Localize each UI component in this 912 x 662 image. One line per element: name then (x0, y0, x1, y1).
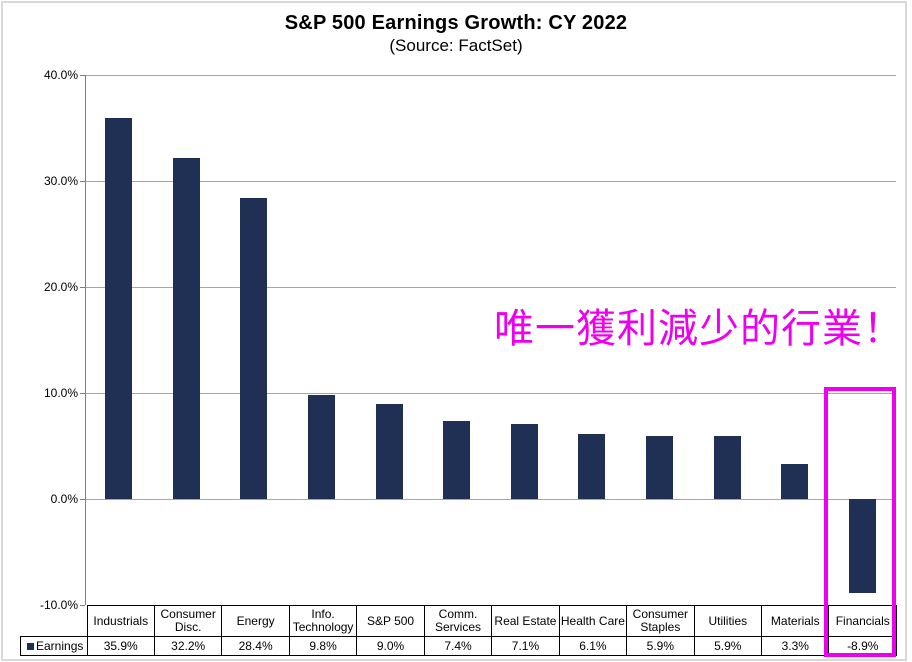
bar-comm-services (443, 421, 470, 499)
gridline-10 (85, 393, 896, 394)
bar-info-technology (308, 395, 335, 499)
legend-label: Earnings (36, 639, 84, 653)
y-axis-tick-label: 20.0% (43, 280, 78, 294)
y-axis-tick (80, 393, 85, 394)
value-cell: 7.4% (423, 636, 493, 656)
category-header: Consumer Staples (626, 605, 695, 637)
category-header: Consumer Disc. (153, 605, 223, 637)
category-header: Health Care (558, 605, 628, 637)
chart-subtitle: (Source: FactSet) (389, 36, 523, 55)
value-cell: 9.8% (288, 636, 358, 656)
category-header: Comm. Services (423, 605, 493, 637)
annotation-text: 唯一獲利減少的行業！ (494, 307, 904, 351)
value-cell: 3.3% (761, 636, 830, 656)
chart-title: S&P 500 Earnings Growth: CY 2022 (284, 12, 628, 34)
category-header: Utilities (693, 605, 763, 637)
y-axis-tick (80, 181, 85, 182)
value-cell: 7.1% (491, 636, 560, 656)
value-cell: 32.2% (153, 636, 223, 656)
y-axis-line (85, 75, 86, 605)
gridline-20 (85, 287, 896, 288)
category-header: S&P 500 (356, 605, 425, 637)
data-table: Industrials Consumer Disc. Energy Info. Tec… (20, 605, 897, 656)
gridline-30 (85, 181, 896, 182)
legend-square-icon (27, 643, 34, 650)
value-cell: 9.0% (356, 636, 425, 656)
category-header: Info. Technology (288, 605, 358, 637)
y-axis-tick (80, 605, 85, 606)
value-cell: 6.1% (558, 636, 628, 656)
y-axis-tick (80, 499, 85, 500)
bar-health-care (578, 434, 605, 499)
bar-real-estate (511, 424, 538, 499)
y-axis-tick (80, 287, 85, 288)
y-axis-tick-label: 0.0% (50, 492, 78, 506)
category-header: Real Estate (491, 605, 560, 637)
table-corner-empty (21, 606, 88, 637)
value-cell: 5.9% (626, 636, 695, 656)
category-header: Energy (221, 605, 290, 637)
bar-financials (849, 499, 876, 593)
y-axis-tick-label: 10.0% (43, 386, 78, 400)
y-axis-tick-label: 30.0% (43, 174, 78, 188)
value-cell: 35.9% (86, 636, 155, 656)
y-axis-tick-label: 40.0% (43, 68, 78, 82)
bar-consumer-disc- (173, 158, 200, 499)
value-cell: 28.4% (221, 636, 290, 656)
bar-s-p-500 (376, 404, 403, 499)
bar-energy (240, 198, 267, 499)
bar-consumer-staples (646, 436, 673, 499)
value-cell: 5.9% (693, 636, 763, 656)
bar-industrials (105, 118, 132, 499)
y-axis-tick-label: -10.0% (39, 598, 78, 612)
gridline-40 (85, 75, 896, 76)
y-axis-tick (80, 75, 85, 76)
legend-cell: Earnings (20, 636, 88, 656)
gridline-0 (85, 499, 896, 500)
bar-utilities (714, 436, 741, 499)
bar-materials (781, 464, 808, 499)
category-header: Materials (761, 605, 830, 637)
highlight-box (824, 387, 896, 657)
category-header: Industrials (86, 605, 155, 637)
value-cell: -8.9% (828, 636, 897, 656)
